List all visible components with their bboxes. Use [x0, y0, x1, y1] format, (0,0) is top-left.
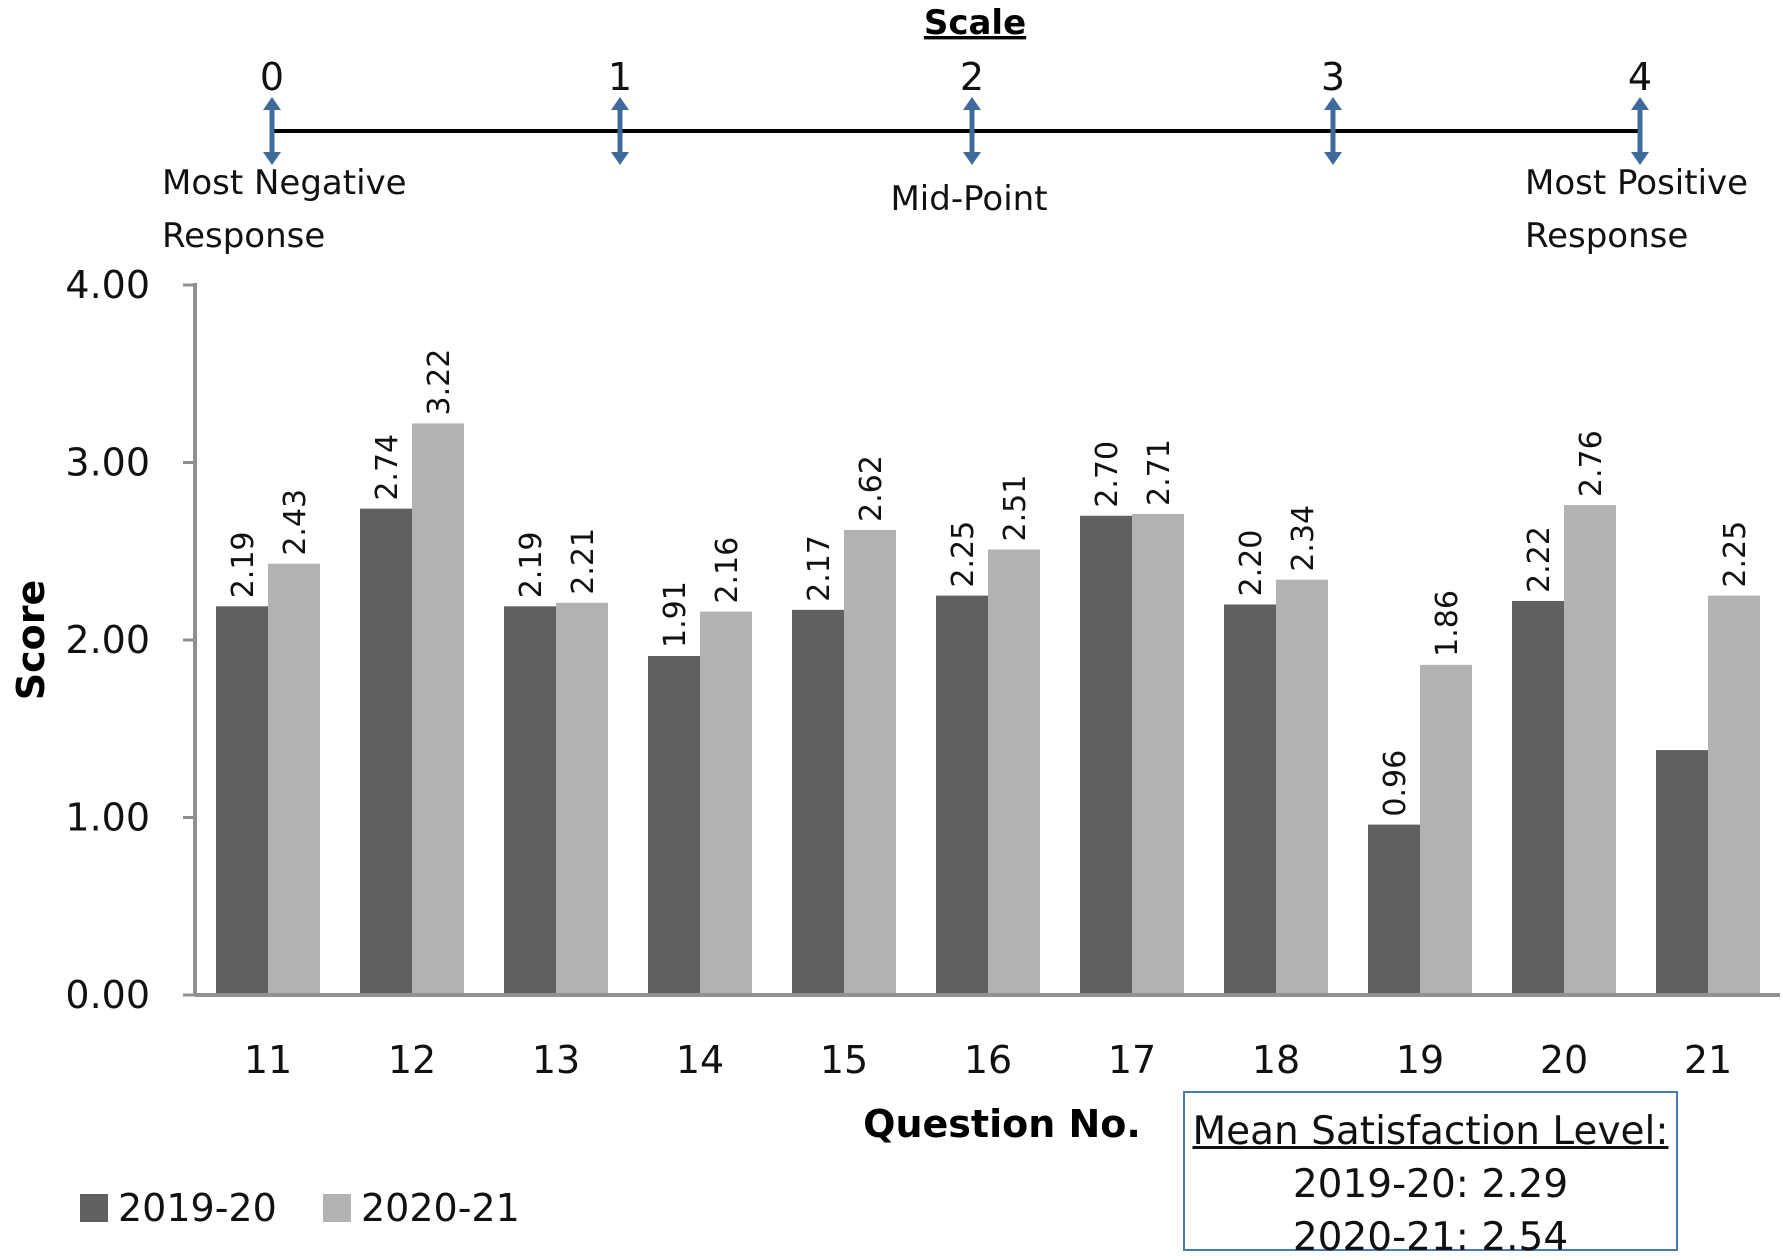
scale-arrow-down-0	[263, 152, 281, 165]
data-label-2020-21-q16: 2.51	[998, 475, 1033, 542]
scale-tick-label-4: 4	[1628, 55, 1652, 99]
data-label-2019-20-q14: 1.91	[658, 581, 693, 648]
bar-2019-20-q18	[1224, 604, 1276, 995]
data-label-2019-20-q19: 0.96	[1378, 750, 1413, 817]
x-tick-label-13: 13	[532, 1038, 580, 1082]
scale-arrow-up-3	[1324, 97, 1342, 110]
data-label-2019-20-q20: 2.22	[1522, 526, 1557, 593]
data-label-2019-20-q12: 2.74	[370, 434, 405, 501]
data-label-2020-21-q11: 2.43	[278, 489, 313, 556]
x-tick-label-19: 19	[1396, 1038, 1444, 1082]
scale-arrow-down-3	[1324, 152, 1342, 165]
bar-2019-20-q15	[792, 609, 844, 995]
data-label-2020-21-q13: 2.21	[566, 528, 601, 595]
scale-arrow-down-4	[1631, 152, 1649, 165]
x-tick-label-12: 12	[388, 1038, 436, 1082]
bar-2019-20-q13	[504, 606, 556, 995]
x-tick-label-11: 11	[244, 1038, 292, 1082]
scale-tick-label-0: 0	[260, 55, 284, 99]
scale-label-left-1: Most Negative	[162, 163, 407, 203]
mean-satisfaction-box: Mean Satisfaction Level: 2019-20: 2.29 2…	[1183, 1091, 1678, 1260]
bar-2019-20-q16	[936, 595, 988, 995]
x-tick-label-17: 17	[1108, 1038, 1156, 1082]
y-axis-ticks: 0.00 1.00 2.00 3.00 4.00	[65, 263, 195, 1017]
scale-arrow-up-0	[263, 97, 281, 110]
x-tick-label-14: 14	[676, 1038, 724, 1082]
scale-arrow-up-4	[1631, 97, 1649, 110]
y-axis-title: Score	[9, 580, 53, 701]
legend-label-2019-20: 2019-20	[118, 1186, 277, 1225]
bar-2020-21-q17	[1132, 513, 1184, 995]
x-tick-label-18: 18	[1252, 1038, 1300, 1082]
bar-data-labels: 2.19 2.43 2.74 3.22 2.19 2.21 1.91 2.16 2.17 2.62…	[226, 349, 1753, 817]
scale-tick-label-2: 2	[960, 55, 984, 99]
bar-2020-21-q11	[268, 563, 320, 995]
x-axis-title: Question No.	[863, 1102, 1141, 1146]
x-tick-label-20: 20	[1540, 1038, 1588, 1082]
data-label-2020-21-q18: 2.34	[1286, 505, 1321, 572]
bar-2019-20-q21	[1656, 750, 1708, 995]
scale-arrow-down-1	[611, 152, 629, 165]
data-label-2020-21-q15: 2.62	[854, 455, 889, 522]
data-label-2020-21-q14: 2.16	[710, 537, 745, 604]
scale-tick-label-1: 1	[608, 55, 632, 99]
scale-arrow-up-2	[963, 97, 981, 110]
bar-2020-21-q13	[556, 602, 608, 995]
bars	[216, 423, 1760, 995]
x-tick-label-21: 21	[1684, 1038, 1732, 1082]
data-label-2020-21-q17: 2.71	[1142, 439, 1177, 506]
data-label-2020-21-q21: 2.25	[1718, 521, 1753, 588]
scale-label-mid: Mid-Point	[890, 179, 1047, 219]
x-axis-ticks: 11 12 13 14 15 16 17 18 19 20 21	[244, 1038, 1732, 1082]
mean-title: Mean Satisfaction Level:	[1192, 1109, 1669, 1154]
data-label-2019-20-q16: 2.25	[946, 521, 981, 588]
scale-arrow-up-1	[611, 97, 629, 110]
legend-label-2020-21: 2020-21	[361, 1186, 520, 1225]
bar-2020-21-q12	[412, 423, 464, 995]
data-label-2019-20-q15: 2.17	[802, 535, 837, 602]
bar-2020-21-q14	[700, 611, 752, 995]
mean-2020-21: 2020-21: 2.54	[1292, 1215, 1569, 1260]
bar-2020-21-q18	[1276, 579, 1328, 995]
bar-2020-21-q20	[1564, 505, 1616, 995]
bar-chart: 0.001.002.003.004.00 2.192.432.743.222.1…	[9, 263, 1780, 1146]
legend-swatch-2019-20	[80, 1194, 108, 1222]
y-tick-label: 4.00	[65, 263, 150, 307]
legend: 2019-20 2020-21	[80, 1186, 520, 1225]
y-tick-label: 3.00	[65, 441, 150, 485]
bar-2020-21-q16	[988, 549, 1040, 995]
x-tick-label-16: 16	[964, 1038, 1012, 1082]
bar-2019-20-q19	[1368, 824, 1420, 995]
bar-2019-20-q12	[360, 508, 412, 995]
y-tick-label: 1.00	[65, 796, 150, 840]
bar-2020-21-q19	[1420, 664, 1472, 995]
y-tick-label: 2.00	[65, 618, 150, 662]
bar-2019-20-q20	[1512, 600, 1564, 995]
bar-2020-21-q21	[1708, 595, 1760, 995]
scale-diagram: Scale 0 1 2 3 4 Most Negative Response Mid-P…	[162, 3, 1748, 256]
bar-2020-21-q15	[844, 529, 896, 995]
data-label-2019-20-q18: 2.20	[1234, 530, 1269, 597]
scale-label-left-2: Response	[162, 216, 325, 256]
y-tick-label: 0.00	[65, 973, 150, 1017]
data-label-2019-20-q17: 2.70	[1090, 441, 1125, 508]
data-label-2019-20-q13: 2.19	[514, 531, 549, 598]
mean-2019-20: 2019-20: 2.29	[1292, 1162, 1569, 1207]
scale-title: Scale	[924, 3, 1026, 43]
data-label-2020-21-q20: 2.76	[1574, 430, 1609, 497]
scale-label-right-1: Most Positive	[1525, 163, 1748, 203]
scale-ticks: 0 1 2 3 4	[260, 55, 1652, 165]
data-label-2020-21-q12: 3.22	[422, 349, 457, 416]
bar-2019-20-q17	[1080, 515, 1132, 995]
legend-swatch-2020-21	[323, 1194, 351, 1222]
scale-tick-label-3: 3	[1321, 55, 1345, 99]
x-tick-label-15: 15	[820, 1038, 868, 1082]
bar-2019-20-q11	[216, 606, 268, 995]
data-label-2019-20-q11: 2.19	[226, 531, 261, 598]
scale-arrow-down-2	[963, 152, 981, 165]
scale-label-right-2: Response	[1525, 216, 1688, 256]
data-label-2020-21-q19: 1.86	[1430, 590, 1465, 657]
bar-2019-20-q14	[648, 655, 700, 995]
